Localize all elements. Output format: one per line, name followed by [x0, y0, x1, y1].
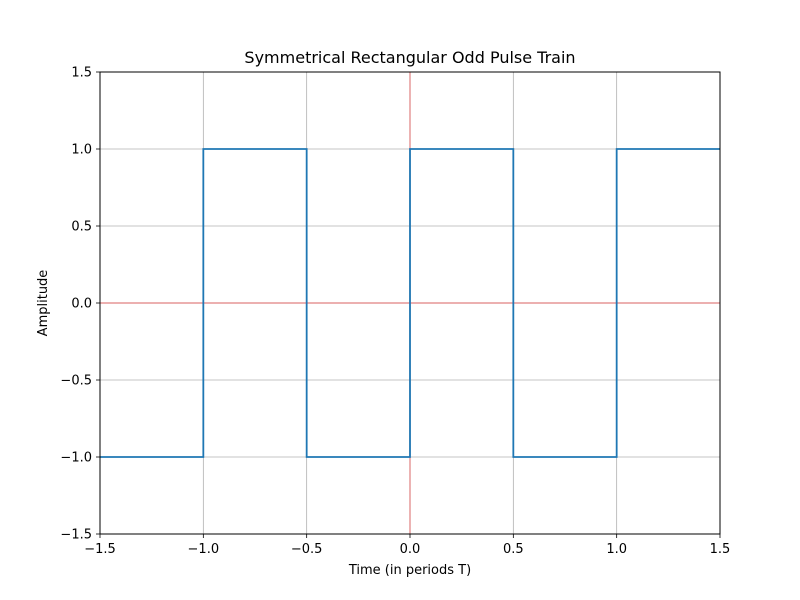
y-tick-label: 0.0	[71, 297, 92, 312]
y-tick-label: −1.5	[60, 528, 92, 543]
y-tick-label: 0.5	[71, 220, 92, 235]
x-tick-label: 1.0	[606, 542, 627, 557]
y-tick-label: −1.0	[60, 451, 92, 466]
x-tick-label: −1.5	[84, 542, 116, 557]
ticks: −1.5 −1.0 −0.5 0.0 0.5 1.0 1.5 −1.5 −1.0 −0.5 0.0 0…	[60, 66, 730, 558]
pulse-train-series-line	[100, 148, 720, 458]
x-tick-label: 1.5	[710, 542, 731, 557]
y-tick-label: −0.5	[60, 374, 92, 389]
y-tick-label: 1.5	[71, 66, 92, 81]
x-tick-label: −0.5	[291, 542, 323, 557]
x-tick-label: −1.0	[188, 542, 220, 557]
x-tick-label: 0.0	[400, 542, 421, 557]
y-axis-label: Amplitude	[36, 270, 51, 337]
series-layer	[100, 148, 720, 458]
x-tick-label: 0.5	[503, 542, 524, 557]
x-axis-label: Time (in periods T)	[348, 563, 471, 578]
y-tick-label: 1.0	[71, 143, 92, 158]
chart-title: Symmetrical Rectangular Odd Pulse Train	[244, 48, 575, 67]
